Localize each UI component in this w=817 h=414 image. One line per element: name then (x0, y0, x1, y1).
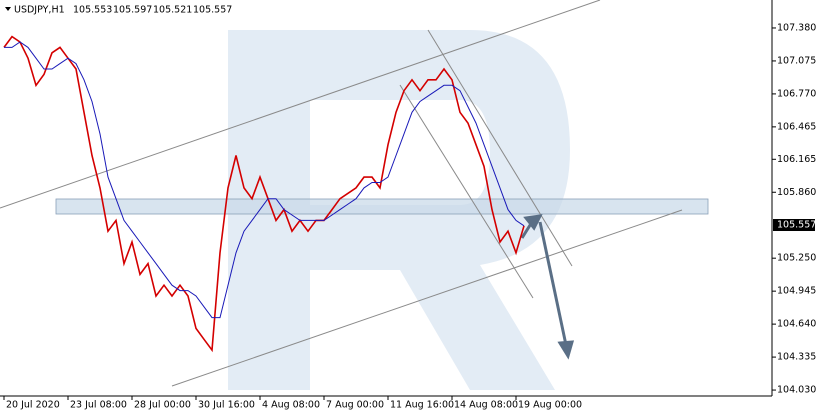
y-tick-label: 107.075 (777, 55, 816, 66)
price-line (3, 35, 525, 353)
price-line (4, 41, 525, 319)
y-tick-label: 106.770 (777, 88, 816, 99)
x-tick-label: 19 Aug 00:00 (518, 400, 582, 411)
y-tick-label: 106.165 (777, 154, 816, 165)
high: 105.597 (113, 5, 152, 16)
header-icon (5, 7, 11, 11)
y-tick-label: 106.465 (777, 121, 816, 132)
x-tick-label: 4 Aug 08:00 (262, 400, 320, 411)
header: USDJPY,H1 105.553 105.597 105.521 105.55… (5, 5, 232, 16)
x-tick-label: 30 Jul 16:00 (198, 400, 255, 411)
y-tick-label: 104.945 (777, 286, 816, 297)
y-tick-label: 105.250 (777, 253, 816, 264)
symbol: USDJPY,H1 (14, 5, 65, 16)
last-price-label: 105.557 (777, 220, 816, 231)
open: 105.553 (73, 5, 112, 16)
y-tick-label: 104.640 (777, 319, 816, 330)
x-tick-label: 23 Jul 08:00 (70, 400, 127, 411)
y-tick-label: 107.380 (777, 22, 816, 33)
last-price-box (773, 219, 815, 232)
y-tick-label: 104.335 (777, 352, 816, 363)
x-tick-label: 7 Aug 00:00 (326, 400, 384, 411)
x-tick-label: 20 Jul 2020 (6, 400, 60, 411)
x-tick-label: 28 Jul 00:00 (134, 400, 191, 411)
zone (55, 198, 709, 215)
y-tick-label: 104.030 (777, 385, 816, 396)
y-tick-label: 105.860 (777, 187, 816, 198)
close: 105.557 (193, 5, 232, 16)
channel (0, 0, 683, 387)
arrows (520, 214, 575, 360)
x-tick-label: 14 Aug 08:00 (454, 400, 518, 411)
low: 105.521 (153, 5, 192, 16)
x-tick-label: 11 Aug 16:00 (390, 400, 454, 411)
